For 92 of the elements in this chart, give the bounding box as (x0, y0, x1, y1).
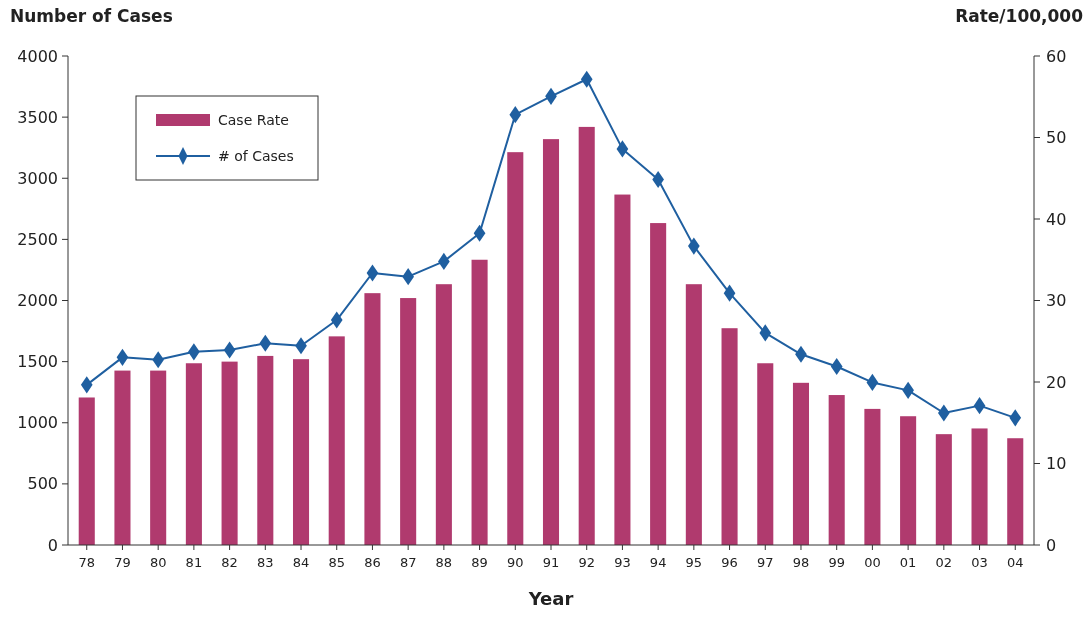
point (366, 264, 379, 282)
bar (400, 298, 417, 545)
y2-tick-label: 20 (1046, 372, 1067, 392)
bar (114, 370, 131, 545)
x-tick-label: 80 (149, 555, 167, 570)
x-tick-label: 95 (685, 555, 703, 570)
bar (721, 328, 738, 545)
x-tick-label: 00 (864, 555, 881, 570)
point (80, 376, 93, 394)
bar (828, 395, 845, 545)
x-tick-label: 89 (471, 555, 488, 570)
x-tick-label: 96 (721, 555, 738, 570)
x-tick-label: 03 (971, 555, 988, 570)
x-tick-label: 02 (935, 555, 953, 570)
bar (364, 293, 381, 545)
bar (185, 363, 202, 545)
y2-tick-label: 60 (1046, 46, 1067, 66)
bar (435, 284, 452, 545)
bar (542, 139, 560, 545)
y2-tick-label: 50 (1046, 128, 1067, 148)
bar (864, 408, 881, 545)
point (723, 284, 736, 302)
point (973, 397, 986, 415)
bar (650, 223, 667, 545)
y2-tick-label: 40 (1046, 209, 1067, 229)
point (509, 106, 522, 124)
point (223, 341, 236, 359)
x-tick-label: 78 (78, 555, 96, 570)
y-tick-label: 4000 (17, 46, 58, 66)
y-tick-label: 2000 (17, 291, 58, 311)
x-tick-label: 83 (257, 555, 274, 570)
y-tick-label: 500 (27, 474, 58, 494)
bar (292, 359, 310, 545)
y-tick-label: 3500 (17, 107, 58, 127)
y-tick-label: 3000 (17, 168, 58, 188)
x-tick-label: 90 (507, 555, 524, 570)
bar (150, 370, 167, 545)
y2-tick-label: 10 (1046, 454, 1067, 474)
x-tick-label: 87 (399, 555, 417, 570)
bar (507, 152, 524, 545)
point (616, 140, 629, 158)
x-tick-label: 81 (185, 555, 203, 570)
point (1009, 409, 1022, 427)
bar (614, 194, 631, 545)
point (473, 224, 486, 242)
y2-axis-title: Rate/100,000 (955, 6, 1084, 26)
x-tick-label: 04 (1006, 555, 1024, 570)
bar (792, 382, 810, 545)
point (580, 70, 593, 88)
y-axis-title: Number of Cases (10, 6, 173, 26)
legend-label: Case Rate (218, 111, 289, 128)
x-tick-label: 97 (757, 555, 774, 570)
x-tick-label: 93 (614, 555, 631, 570)
point (259, 334, 272, 352)
point (866, 373, 879, 391)
x-tick-label: 98 (792, 555, 810, 570)
bar (578, 126, 595, 545)
bar (1007, 438, 1024, 545)
x-tick-label: 92 (578, 555, 595, 570)
point (330, 311, 343, 329)
x-tick-label: 79 (114, 555, 131, 570)
point (937, 404, 950, 422)
y2-tick-label: 0 (1046, 535, 1057, 555)
point (152, 351, 165, 369)
bar (685, 284, 702, 545)
x-tick-label: 91 (542, 555, 560, 570)
x-tick-label: 86 (364, 555, 381, 570)
x-tick-label: 01 (899, 555, 917, 570)
bar (900, 416, 917, 545)
bar (971, 428, 988, 545)
bar (257, 355, 274, 545)
x-tick-label: 85 (328, 555, 345, 570)
bar (757, 363, 774, 545)
y2-tick-label: 30 (1046, 291, 1067, 311)
bar (471, 259, 488, 545)
bar (328, 336, 345, 545)
x-tick-label: 84 (292, 555, 310, 570)
x-tick-label: 94 (649, 555, 667, 570)
bar (221, 361, 238, 545)
x-axis-title: Year (527, 588, 574, 609)
legend-label: # of Cases (218, 147, 294, 164)
x-tick-label: 88 (435, 555, 453, 570)
point (116, 348, 129, 366)
y-tick-label: 2500 (17, 229, 58, 249)
bar (935, 434, 952, 545)
y-tick-label: 1500 (17, 352, 58, 372)
x-tick-label: 82 (221, 555, 238, 570)
point (759, 324, 772, 342)
bar (78, 397, 95, 545)
x-tick-label: 99 (828, 555, 845, 570)
y-tick-label: 1000 (17, 413, 58, 433)
y-tick-label: 0 (47, 535, 58, 555)
